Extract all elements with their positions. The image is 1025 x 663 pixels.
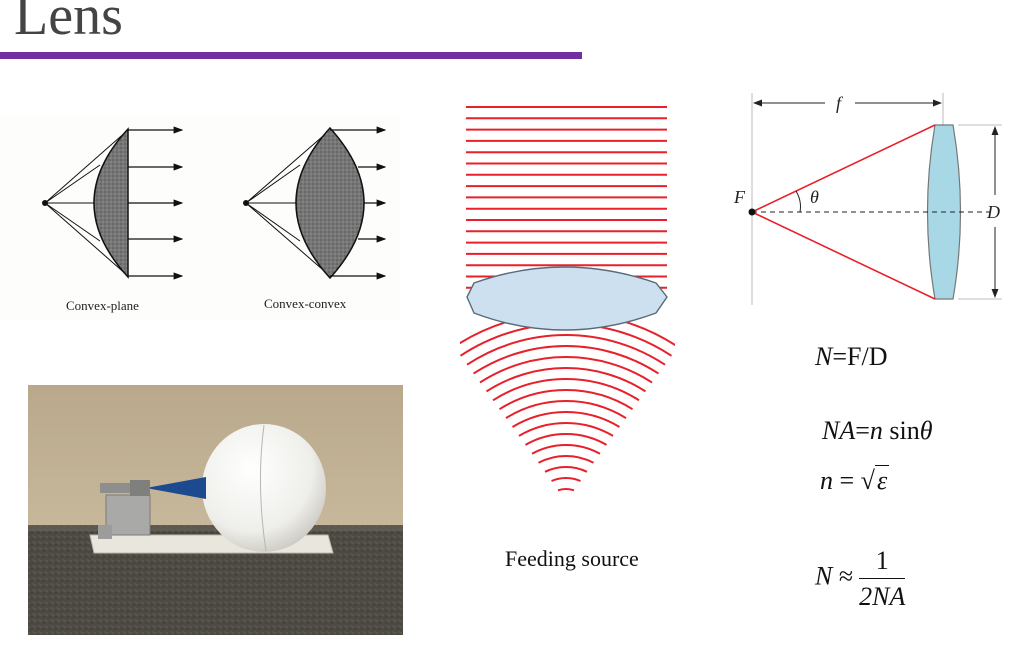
refractive-index-formula: n = √ε bbox=[820, 465, 890, 496]
na-lhs: NA bbox=[822, 416, 856, 445]
feeding-source-diagram bbox=[460, 106, 675, 492]
f-number-formula: N=F/D bbox=[815, 342, 887, 372]
lens-shape bbox=[466, 266, 668, 331]
spherical-wavefront bbox=[538, 455, 594, 464]
convex-plane-lens bbox=[42, 126, 184, 280]
spherical-wavefront bbox=[492, 378, 640, 402]
na-theta: θ bbox=[919, 416, 933, 445]
approx-symbol: ≈ bbox=[838, 561, 854, 591]
na-eq: = bbox=[855, 416, 870, 445]
title-rule bbox=[0, 52, 582, 59]
lens-geometry-diagram: f F θ D bbox=[733, 93, 1002, 305]
ri-radicand: ε bbox=[876, 466, 888, 495]
ri-eq: = bbox=[839, 466, 855, 495]
na-sin: sin bbox=[889, 416, 920, 445]
spherical-wavefront bbox=[557, 488, 575, 492]
convex-convex-label: Convex-convex bbox=[264, 296, 347, 311]
spherical-wavefront bbox=[485, 367, 647, 393]
sqrt-symbol: √ε bbox=[860, 465, 890, 495]
spherical-wavefront bbox=[505, 400, 627, 419]
f-label: f bbox=[836, 93, 844, 113]
spherical-wavefront bbox=[518, 422, 614, 437]
spherical-wavefront bbox=[551, 477, 581, 482]
D-label: D bbox=[986, 202, 1000, 222]
spherical-wavefront bbox=[544, 465, 588, 473]
na-n: n bbox=[869, 416, 883, 445]
approximation-formula: N ≈1 2NA bbox=[815, 545, 906, 612]
F-label: F bbox=[733, 187, 746, 207]
approx-denominator: 2NA bbox=[859, 582, 906, 612]
plane-wavefronts bbox=[466, 106, 667, 289]
feeding-source-caption: Feeding source bbox=[505, 546, 639, 571]
f-number-lhs: N bbox=[815, 342, 833, 371]
numerical-aperture-formula: NA=n sinθ bbox=[822, 416, 933, 446]
slide-title: Lens bbox=[14, 0, 123, 47]
spherical-wavefront bbox=[531, 444, 601, 455]
spherical-wavefront bbox=[525, 433, 607, 446]
lens-types-diagram: Convex-plane Convex-convex bbox=[0, 115, 400, 320]
spherical-wavefront bbox=[466, 334, 666, 366]
f-number-rhs: =F/D bbox=[832, 342, 888, 371]
convex-convex-lens bbox=[243, 126, 387, 280]
approx-fraction: 1 2NA bbox=[859, 545, 906, 612]
theta-label: θ bbox=[810, 187, 819, 207]
approx-numerator: 1 bbox=[859, 545, 906, 580]
spherical-wavefronts bbox=[460, 312, 675, 492]
approx-lhs: N bbox=[815, 561, 833, 591]
spherical-wavefront bbox=[472, 345, 660, 375]
convex-plane-label: Convex-plane bbox=[66, 298, 139, 313]
lens-antenna-photo bbox=[28, 385, 403, 635]
spherical-wavefront bbox=[479, 356, 653, 384]
ri-lhs: n bbox=[820, 466, 833, 495]
spherical-wavefront bbox=[511, 411, 621, 428]
spherical-wavefront bbox=[498, 389, 634, 411]
